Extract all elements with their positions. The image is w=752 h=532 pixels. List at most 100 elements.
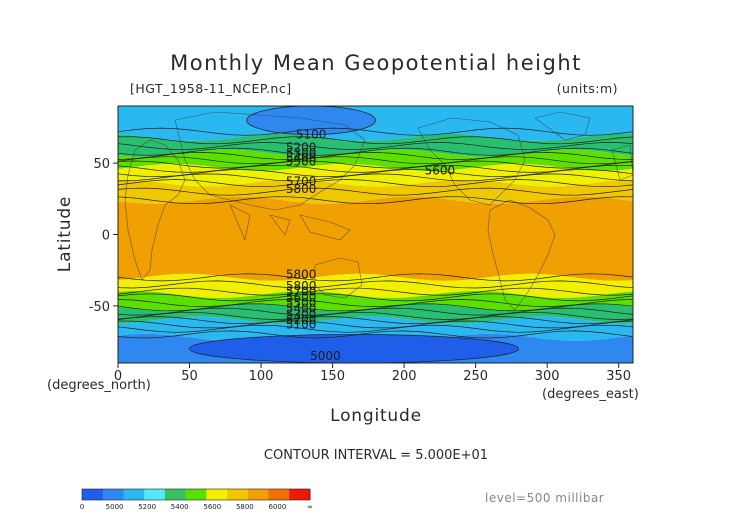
contour-line [118,142,633,150]
contour-line [118,187,633,196]
contour-line [118,293,633,302]
colorbar-swatch [185,489,207,500]
colorbar: 0 5000 5200 5400 5600 5800 6000 ∞ [80,488,313,511]
chart-title: Monthly Mean Geopotential height [170,51,582,75]
colorbar-swatch [227,489,249,500]
coastlines [124,111,633,311]
contour-label: 5300 [286,307,317,321]
contour-label: 5700 [286,285,317,299]
contour-label: 5300 [286,146,317,160]
colorbar-frame [81,488,311,501]
x-tick-label: 50 [181,369,198,384]
y-unit-label: (degrees_north) [47,378,151,393]
contour-lines [118,127,633,339]
x-tick-label: 300 [535,369,560,384]
colorbar-swatch [289,489,311,500]
contour-line [118,273,633,282]
file-label: [HGT_1958-11_NCEP.nc] [130,81,292,96]
contour-label: 5700 [286,175,317,189]
colorbar-swatch [206,489,228,500]
contour-line [118,160,633,169]
band-5700-5800 [118,273,633,298]
contour-label: 5800 [286,279,317,293]
contour-label: 5600 [425,163,456,177]
band--5800 [118,196,633,281]
colorbar-label: 6000 [269,503,287,511]
contour-label: 5000 [310,349,341,363]
contour-line [118,324,633,333]
southern-polar-low [189,334,519,363]
x-tick-label: 200 [392,369,417,384]
x-axis: 0 50 100 150 200 250 300 350 [114,363,631,384]
contour-line [118,311,633,320]
contour-label: 5100 [286,317,317,331]
contour-line [118,307,633,316]
northern-polar-low [246,106,376,135]
contour-line [118,179,633,188]
y-axis-title: Latitude [55,196,75,272]
colorbar-label: 5600 [203,503,221,511]
band-5100-5300 [118,316,633,341]
colorbar-swatch [268,489,290,500]
contour-label: 5100 [296,128,327,142]
contour-line [118,164,633,173]
band-5300-5500 [118,303,633,324]
colorbar-label: 5200 [138,503,156,511]
contour-label: 5600 [286,290,317,304]
contour-line [118,173,633,182]
colorbar-label: 0 [80,503,84,511]
colorbar-swatch [144,489,166,500]
contour-line [118,330,633,339]
colorbar-swatch [102,489,124,500]
x-unit-label: (degrees_east) [542,387,639,402]
colorbar-swatch [164,489,187,500]
band-5300-5500 [118,149,633,171]
contour-line [118,152,633,160]
contour-line [118,169,633,177]
contour-label: 5800 [286,182,317,196]
contour-label: 5500 [286,296,317,310]
colorbar-swatch [123,489,145,500]
contour-line [118,280,633,289]
contour-line [118,320,633,329]
colorbar-label: 5400 [171,503,189,511]
contour-line [118,303,633,312]
x-tick-label: 100 [249,369,274,384]
contour-label: 5400 [286,150,317,164]
x-tick-label: 0 [114,369,122,384]
contour-label: 5200 [286,140,317,154]
y-tick-label: 50 [93,157,110,172]
level-text: level=500 millibar [485,491,604,505]
x-tick-label: 250 [463,369,488,384]
contour-label: 5800 [286,267,317,281]
contour-label: 5500 [286,155,317,169]
pressure-features [189,106,519,363]
contour-labels: 5100520053005400550056005700580058005800… [286,128,455,363]
contour-line [118,136,633,145]
contour-interval-text: CONTOUR INTERVAL = 5.000E+01 [264,448,488,463]
band-5700-5800 [118,179,633,204]
contour-label: 5200 [286,313,317,327]
colorbar-label: ∞ [307,503,313,511]
colorbar-label: 5800 [236,503,254,511]
colorbar-label: 5000 [106,503,124,511]
band-5000-5100 [118,106,633,141]
contour-label: 5400 [286,302,317,316]
y-tick-label: 0 [102,229,110,244]
x-axis-title: Longitude [330,406,422,426]
x-tick-label: 350 [606,369,631,384]
contour-line [118,287,633,296]
plot-area: 5100520053005400550056005700580058005800… [118,106,633,363]
colorbar-swatch [82,489,104,500]
contour-line [118,196,633,205]
contour-line [118,299,633,307]
units-label: (units:m) [557,81,618,96]
x-tick-label: 150 [320,369,345,384]
colorbar-swatch [247,489,270,500]
contour-line [118,127,633,136]
contour-line [118,147,633,156]
y-axis: 50 0 -50 [89,157,118,315]
contour-line [118,156,633,165]
y-tick-label: -50 [89,300,110,315]
band-5100-5300 [118,133,633,157]
